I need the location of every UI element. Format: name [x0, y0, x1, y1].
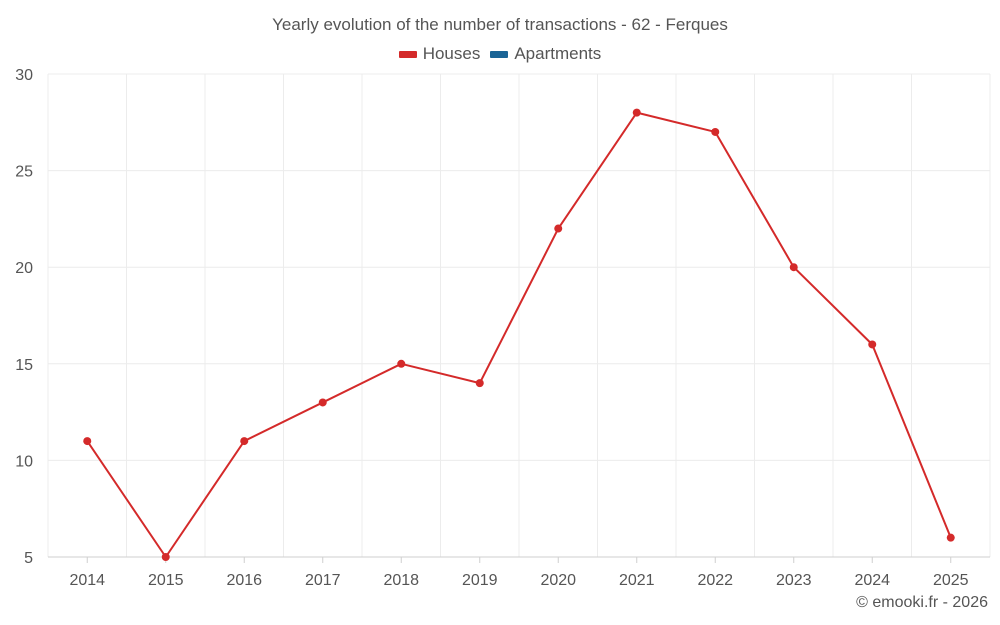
x-tick-label: 2021 — [619, 572, 655, 589]
legend-label-apartments: Apartments — [514, 44, 602, 63]
data-point-houses — [83, 437, 92, 446]
x-tick-label: 2019 — [462, 572, 498, 589]
legend-swatch-houses — [398, 50, 417, 58]
copyright-credit: © emooki.fr - 2026 — [856, 594, 988, 611]
data-point-houses — [632, 108, 641, 117]
y-tick-label: 20 — [15, 260, 33, 277]
y-tick-label: 5 — [24, 550, 33, 567]
data-point-houses — [789, 263, 798, 272]
x-tick-label: 2017 — [305, 572, 341, 589]
series-layer — [83, 108, 955, 561]
data-point-houses — [161, 553, 170, 561]
legend-item-houses[interactable]: Houses — [398, 44, 481, 64]
data-point-houses — [711, 127, 720, 136]
x-tick-label: 2018 — [383, 572, 419, 589]
x-tick-label: 2025 — [933, 572, 969, 589]
chart-title: Yearly evolution of the number of transa… — [272, 15, 728, 34]
x-tick-label: 2024 — [854, 572, 890, 589]
data-point-houses — [318, 398, 327, 407]
data-point-houses — [475, 379, 484, 388]
data-point-houses — [240, 437, 249, 446]
x-tick-label: 2022 — [697, 572, 733, 589]
y-tick-label: 30 — [15, 67, 33, 84]
data-point-houses — [397, 359, 406, 368]
data-point-houses — [946, 533, 955, 542]
y-tick-label: 15 — [15, 357, 33, 374]
series-line-houses — [86, 111, 952, 558]
x-tick-label: 2014 — [69, 572, 105, 589]
chart-legend: Houses Apartments — [0, 44, 1000, 64]
x-tick-label: 2016 — [226, 572, 262, 589]
x-tick-label: 2023 — [776, 572, 812, 589]
legend-swatch-apartments — [490, 50, 509, 58]
grid-layer — [47, 73, 991, 557]
y-tick-label: 10 — [15, 453, 33, 470]
x-tick-label: 2015 — [148, 572, 184, 589]
legend-item-apartments[interactable]: Apartments — [490, 44, 601, 64]
x-tick-label: 2020 — [540, 572, 576, 589]
data-point-houses — [868, 340, 877, 349]
legend-label-houses: Houses — [422, 44, 481, 63]
y-tick-label: 25 — [15, 164, 33, 181]
data-point-houses — [554, 224, 563, 233]
